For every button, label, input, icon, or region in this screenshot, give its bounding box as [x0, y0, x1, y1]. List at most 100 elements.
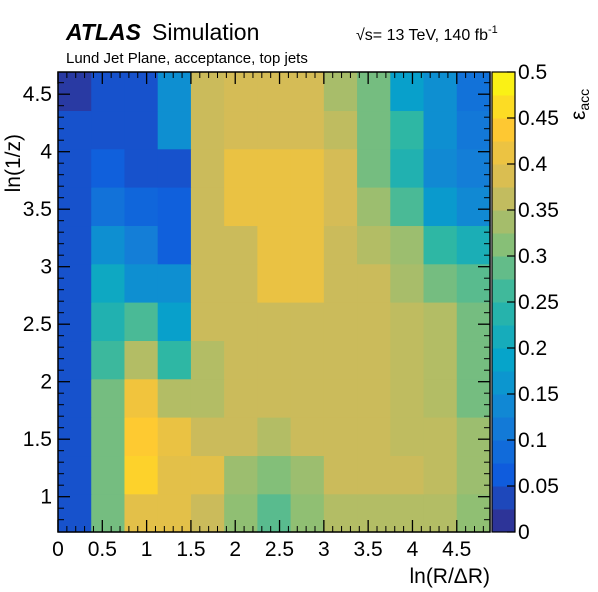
heatmap-cell: [456, 417, 491, 457]
heatmap-cell: [58, 148, 92, 188]
colorbar-swatch: [492, 279, 515, 303]
heatmap-cell: [124, 187, 159, 227]
colorbar-swatch: [492, 371, 515, 395]
heatmap-cell: [124, 417, 159, 457]
heatmap-cell: [423, 302, 458, 342]
heatmap-cell: [224, 340, 258, 380]
colorbar-title-main: ε: [567, 111, 590, 120]
colorbar-swatch: [492, 440, 515, 464]
heatmap-cell: [224, 263, 258, 303]
heatmap-cell: [157, 378, 192, 418]
heatmap-cell: [323, 148, 358, 188]
heatmap-cell: [390, 225, 425, 265]
heatmap-cell: [91, 378, 126, 418]
heatmap-cell: [91, 72, 126, 112]
heatmap-cell: [190, 110, 225, 150]
colorbar-tick-label: 0.4: [518, 153, 548, 176]
heatmap-cell: [157, 148, 192, 188]
heatmap-cell: [257, 72, 292, 112]
heatmap-cell: [224, 493, 258, 533]
heatmap-cell: [91, 187, 126, 227]
colorbar-title: εacc: [567, 89, 592, 120]
x-axis-title: ln(R/ΔR): [409, 565, 490, 588]
heatmap-cell: [58, 417, 92, 457]
x-tick-label: 4.5: [442, 538, 471, 561]
heatmap-cell: [357, 340, 391, 380]
colorbar-tick-label: 0: [518, 521, 530, 544]
heatmap-cell: [290, 417, 325, 457]
chart-subtitle: Lund Jet Plane, acceptance, top jets: [66, 50, 308, 67]
heatmap-cell: [190, 455, 225, 495]
heatmap-cell: [290, 455, 325, 495]
heatmap-cell: [323, 417, 358, 457]
colorbar-tick-label: 0.1: [518, 429, 547, 452]
heatmap-cell: [157, 417, 192, 457]
colorbar-tick-label: 0.3: [518, 245, 547, 268]
heatmap-cell: [190, 225, 225, 265]
heatmap-cell: [323, 378, 358, 418]
heatmap-cell: [91, 148, 126, 188]
heatmap-cell: [157, 225, 192, 265]
heatmap-cell: [190, 72, 225, 112]
colorbar-swatch: [492, 164, 515, 188]
x-tick-label: 2.5: [265, 538, 294, 561]
heatmap-cell: [157, 493, 192, 533]
colorbar-swatch: [492, 95, 515, 119]
heatmap-cell: [124, 455, 159, 495]
heatmap-cell: [257, 187, 292, 227]
colorbar-swatch: [492, 302, 515, 326]
heatmap-cell: [58, 263, 92, 303]
heatmap-cell: [323, 225, 358, 265]
colorbar-swatch: [492, 210, 515, 234]
heatmap-cell: [357, 72, 391, 112]
x-tick-label: 1: [141, 538, 153, 561]
heatmap-cell: [390, 455, 425, 495]
y-tick-label: 1: [40, 486, 52, 509]
heatmap-cell: [456, 187, 491, 227]
heatmap-cell: [357, 417, 391, 457]
heatmap-cell: [423, 225, 458, 265]
heatmap-cell: [157, 187, 192, 227]
heatmap-cell: [224, 110, 258, 150]
colorbar-swatch: [492, 509, 515, 533]
heatmap-cell: [58, 302, 92, 342]
heatmap-cell: [456, 493, 491, 533]
heatmap-cell: [456, 110, 491, 150]
heatmap-cell: [357, 455, 391, 495]
heatmap-cell: [257, 417, 292, 457]
heatmap-cell: [91, 493, 126, 533]
heatmap-cell: [323, 455, 358, 495]
heatmap-cell: [91, 302, 126, 342]
colorbar-swatch: [492, 141, 515, 165]
heatmap-cell: [190, 417, 225, 457]
colorbar-swatch: [492, 463, 515, 487]
heatmap-cell: [423, 187, 458, 227]
heatmap-cell: [58, 455, 92, 495]
heatmap-cell: [124, 225, 159, 265]
heatmap-cell: [124, 378, 159, 418]
heatmap-cell: [423, 455, 458, 495]
heatmap-cell: [290, 148, 325, 188]
y-axis: 1 1.5 2 2.5 3 3.5 4 4.5: [23, 82, 490, 521]
heatmap-cell: [456, 455, 491, 495]
lumi-exponent: -1: [488, 24, 498, 36]
y-tick-label: 1.5: [23, 428, 52, 451]
heatmap-cell: [224, 187, 258, 227]
heatmap-cell: [456, 148, 491, 188]
heatmap-cell: [124, 340, 159, 380]
heatmap-cell: [290, 72, 325, 112]
heatmap-cell: [290, 302, 325, 342]
heatmap-cell: [257, 225, 292, 265]
heatmap-cell: [124, 148, 159, 188]
colorbar-tick-label: 0.45: [518, 107, 559, 130]
heatmap-cell: [58, 110, 92, 150]
heatmap-cell: [456, 72, 491, 112]
heatmap-cell: [323, 72, 358, 112]
x-tick-label: 0.5: [88, 538, 117, 561]
x-tick-label: 0: [52, 538, 64, 561]
heatmap-cell: [390, 493, 425, 533]
heatmap-cell: [357, 302, 391, 342]
heatmap-cell: [423, 110, 458, 150]
y-tick-label: 3.5: [23, 198, 52, 221]
